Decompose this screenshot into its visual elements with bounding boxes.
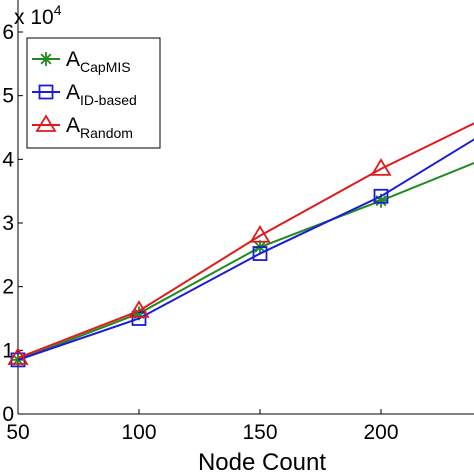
- data-point-marker: [128, 300, 150, 318]
- legend-entry-capmis: ACapMIS: [32, 48, 131, 75]
- legend-marker: [35, 114, 57, 132]
- series-line: [17, 138, 474, 361]
- x-ticks: 50 100 150 200: [6, 409, 399, 444]
- legend-label-main: A: [66, 48, 80, 71]
- legend-marker: [39, 52, 53, 66]
- legend-entry-random: ARandom: [32, 114, 133, 141]
- data-point-marker: [7, 347, 29, 365]
- legend-label-subscript: Random: [80, 125, 133, 141]
- y-tick-label: 5: [2, 85, 14, 108]
- legend-label: ARandom: [66, 114, 133, 141]
- series-group: [7, 122, 474, 368]
- data-point-marker: [252, 246, 268, 261]
- x-axis-label: Node Count: [198, 449, 326, 474]
- y-tick-label: 3: [2, 212, 14, 235]
- y-tick-label: 6: [2, 21, 14, 44]
- legend-label-main: A: [66, 114, 80, 137]
- legend-label: AID-based: [66, 81, 137, 108]
- y-multiplier-text: x 10: [14, 6, 54, 29]
- series-random: [7, 122, 474, 365]
- data-point-marker: [370, 158, 392, 176]
- y-multiplier: x 104: [14, 2, 62, 29]
- axes: [17, 0, 474, 415]
- x-tick-label: 200: [363, 421, 398, 444]
- legend-label-subscript: ID-based: [80, 92, 137, 108]
- series-id-based: [10, 138, 474, 368]
- data-point-marker: [374, 193, 388, 208]
- y-ticks: 0 1 2 3 4 5 6: [2, 21, 23, 426]
- x-tick-label: 50: [6, 421, 29, 444]
- series-line: [17, 161, 474, 361]
- data-point-marker: [249, 224, 271, 243]
- y-tick-label: 0: [2, 403, 14, 426]
- legend-label-subscript: CapMIS: [80, 59, 131, 75]
- series-line: [17, 122, 474, 359]
- y-tick-label: 1: [2, 339, 14, 362]
- x-tick-label: 150: [242, 421, 277, 444]
- data-point-marker: [131, 311, 147, 326]
- y-tick-label: 2: [2, 276, 14, 299]
- legend-marker: [38, 84, 54, 100]
- y-tick-label: 4: [2, 148, 14, 171]
- data-point-marker: [132, 306, 146, 321]
- y-multiplier-exponent: 4: [54, 2, 62, 18]
- legend-entry-id-based: AID-based: [32, 81, 137, 108]
- data-point-marker: [373, 188, 389, 204]
- legend-label-main: A: [66, 81, 80, 104]
- x-tick-label: 100: [121, 421, 156, 444]
- legend-label: ACapMIS: [66, 48, 131, 75]
